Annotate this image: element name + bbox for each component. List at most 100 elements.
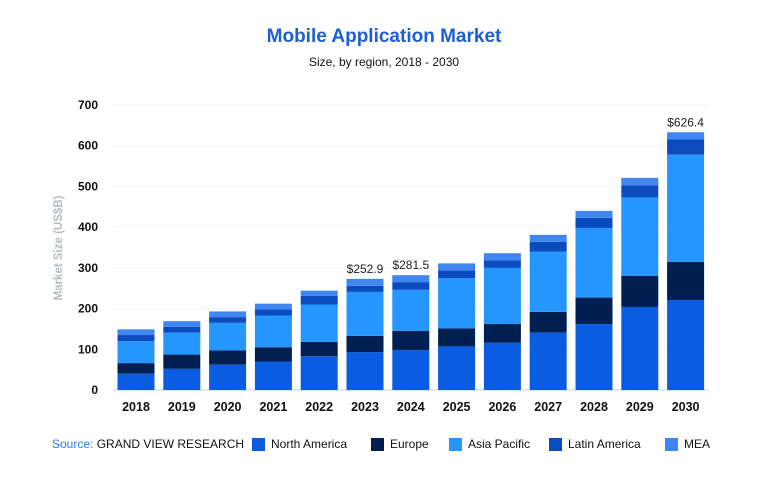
bar-segment-latin-america [300, 295, 338, 305]
bar-segment-europe [163, 354, 201, 369]
x-tick-label: 2022 [305, 400, 333, 414]
bar-segment-latin-america [117, 335, 155, 342]
bar-segment-asia-pacific [667, 154, 705, 262]
bar-segment-latin-america [346, 285, 384, 292]
legend-label: Latin America [568, 437, 641, 451]
bar-segment-europe [483, 324, 521, 343]
x-tick-label: 2025 [443, 400, 471, 414]
bar-segment-latin-america [392, 282, 430, 290]
y-tick-label: 300 [78, 261, 98, 275]
bar-segment-asia-pacific [438, 278, 476, 329]
y-tick-label: 100 [78, 342, 98, 356]
x-tick-label: 2019 [168, 400, 196, 414]
bar-segment-asia-pacific [392, 289, 430, 331]
bar-segment-asia-pacific [483, 267, 521, 325]
legend-swatch [371, 437, 384, 451]
bar-segment-asia-pacific [300, 304, 338, 342]
bar-segment-north-america [300, 356, 338, 390]
bar-segment-mea [163, 321, 201, 327]
legend-label: MEA [684, 437, 711, 451]
y-tick-label: 700 [78, 98, 98, 112]
x-tick-label: 2018 [122, 400, 150, 414]
bar-segment-asia-pacific [621, 197, 659, 276]
legend-swatch [449, 437, 462, 451]
bar-segment-asia-pacific [575, 227, 613, 298]
bar-segment-north-america [483, 342, 521, 390]
bar-segment-north-america [621, 306, 659, 390]
bar-segment-europe [117, 363, 155, 374]
bar-segment-latin-america [254, 309, 292, 316]
bar-segment-north-america [529, 332, 567, 390]
x-tick-label: 2023 [351, 400, 379, 414]
bar-segment-north-america [254, 361, 292, 390]
bar-segment-asia-pacific [163, 332, 201, 355]
bar-segment-latin-america [209, 317, 247, 323]
bar-segment-europe [392, 330, 430, 351]
bar-segment-europe [621, 276, 659, 307]
bar-segment-latin-america [575, 217, 613, 228]
legend-asia-pacific: Asia Pacific [449, 437, 530, 451]
bar-segment-north-america [117, 373, 155, 390]
x-tick-label: 2020 [214, 400, 242, 414]
legend-label: Europe [390, 437, 429, 451]
bar-segment-europe [209, 350, 247, 365]
bar-segment-mea [300, 290, 338, 296]
x-tick-label: 2028 [580, 400, 608, 414]
bar-segment-mea [575, 210, 613, 218]
bar-segment-latin-america [438, 270, 476, 279]
legend-swatch [549, 437, 562, 451]
legend-label: North America [271, 437, 348, 451]
source-note: Source: GRAND VIEW RESEARCH [52, 437, 244, 451]
bar-segment-europe [667, 261, 705, 301]
source-text: GRAND VIEW RESEARCH [96, 437, 245, 451]
data-label: $252.9 [347, 262, 384, 276]
bar-segment-mea [209, 311, 247, 318]
bar-segment-asia-pacific [529, 251, 567, 312]
bar-segment-mea [438, 263, 476, 271]
bar-segment-europe [300, 341, 338, 357]
source-label: Source: [52, 437, 94, 451]
bar-segment-asia-pacific [254, 315, 292, 348]
x-tick-label: 2030 [672, 400, 700, 414]
bar-segment-latin-america [529, 241, 567, 252]
y-tick-label: 200 [78, 302, 98, 316]
data-label: $626.4 [667, 115, 704, 129]
bar-segment-mea [392, 275, 430, 283]
bar-segment-latin-america [621, 185, 659, 198]
bar-segment-north-america [575, 324, 613, 390]
bar-segment-europe [254, 347, 292, 362]
x-tick-label: 2021 [259, 400, 287, 414]
chart-subtitle: Size, by region, 2018 - 2030 [308, 55, 460, 69]
legend-swatch [665, 437, 678, 451]
bar-segment-north-america [163, 368, 201, 390]
chart-title: Mobile Application Market [266, 26, 502, 47]
y-axis-label: Market Size (US$B) [53, 195, 65, 300]
legend-latin-america: Latin America [549, 437, 641, 451]
bar-segment-north-america [667, 300, 705, 390]
bar-segment-asia-pacific [346, 291, 384, 336]
bar-segment-latin-america [163, 326, 201, 333]
bar-segment-mea [529, 234, 567, 242]
bar-segment-mea [621, 177, 659, 186]
data-label: $281.5 [392, 258, 429, 272]
legend-europe: Europe [371, 437, 429, 451]
bar-segment-mea [667, 132, 705, 140]
legend-mea: MEA [665, 437, 710, 451]
bar-segment-europe [438, 328, 476, 347]
bar-segment-mea [483, 253, 521, 261]
y-tick-label: 600 [78, 139, 98, 153]
x-tick-label: 2024 [397, 400, 425, 414]
bar-segment-mea [346, 278, 384, 286]
bar-segment-north-america [346, 352, 384, 390]
bar-segment-europe [575, 297, 613, 325]
bar-segment-asia-pacific [117, 341, 155, 364]
bar-segment-mea [254, 303, 292, 310]
bar-segment-latin-america [483, 260, 521, 268]
bar-segment-north-america [438, 346, 476, 390]
bar-segment-asia-pacific [209, 322, 247, 351]
x-tick-label: 2027 [534, 400, 562, 414]
legend-north-america: North America [252, 437, 347, 451]
legend-label: Asia Pacific [468, 437, 531, 451]
y-tick-label: 0 [91, 383, 98, 397]
